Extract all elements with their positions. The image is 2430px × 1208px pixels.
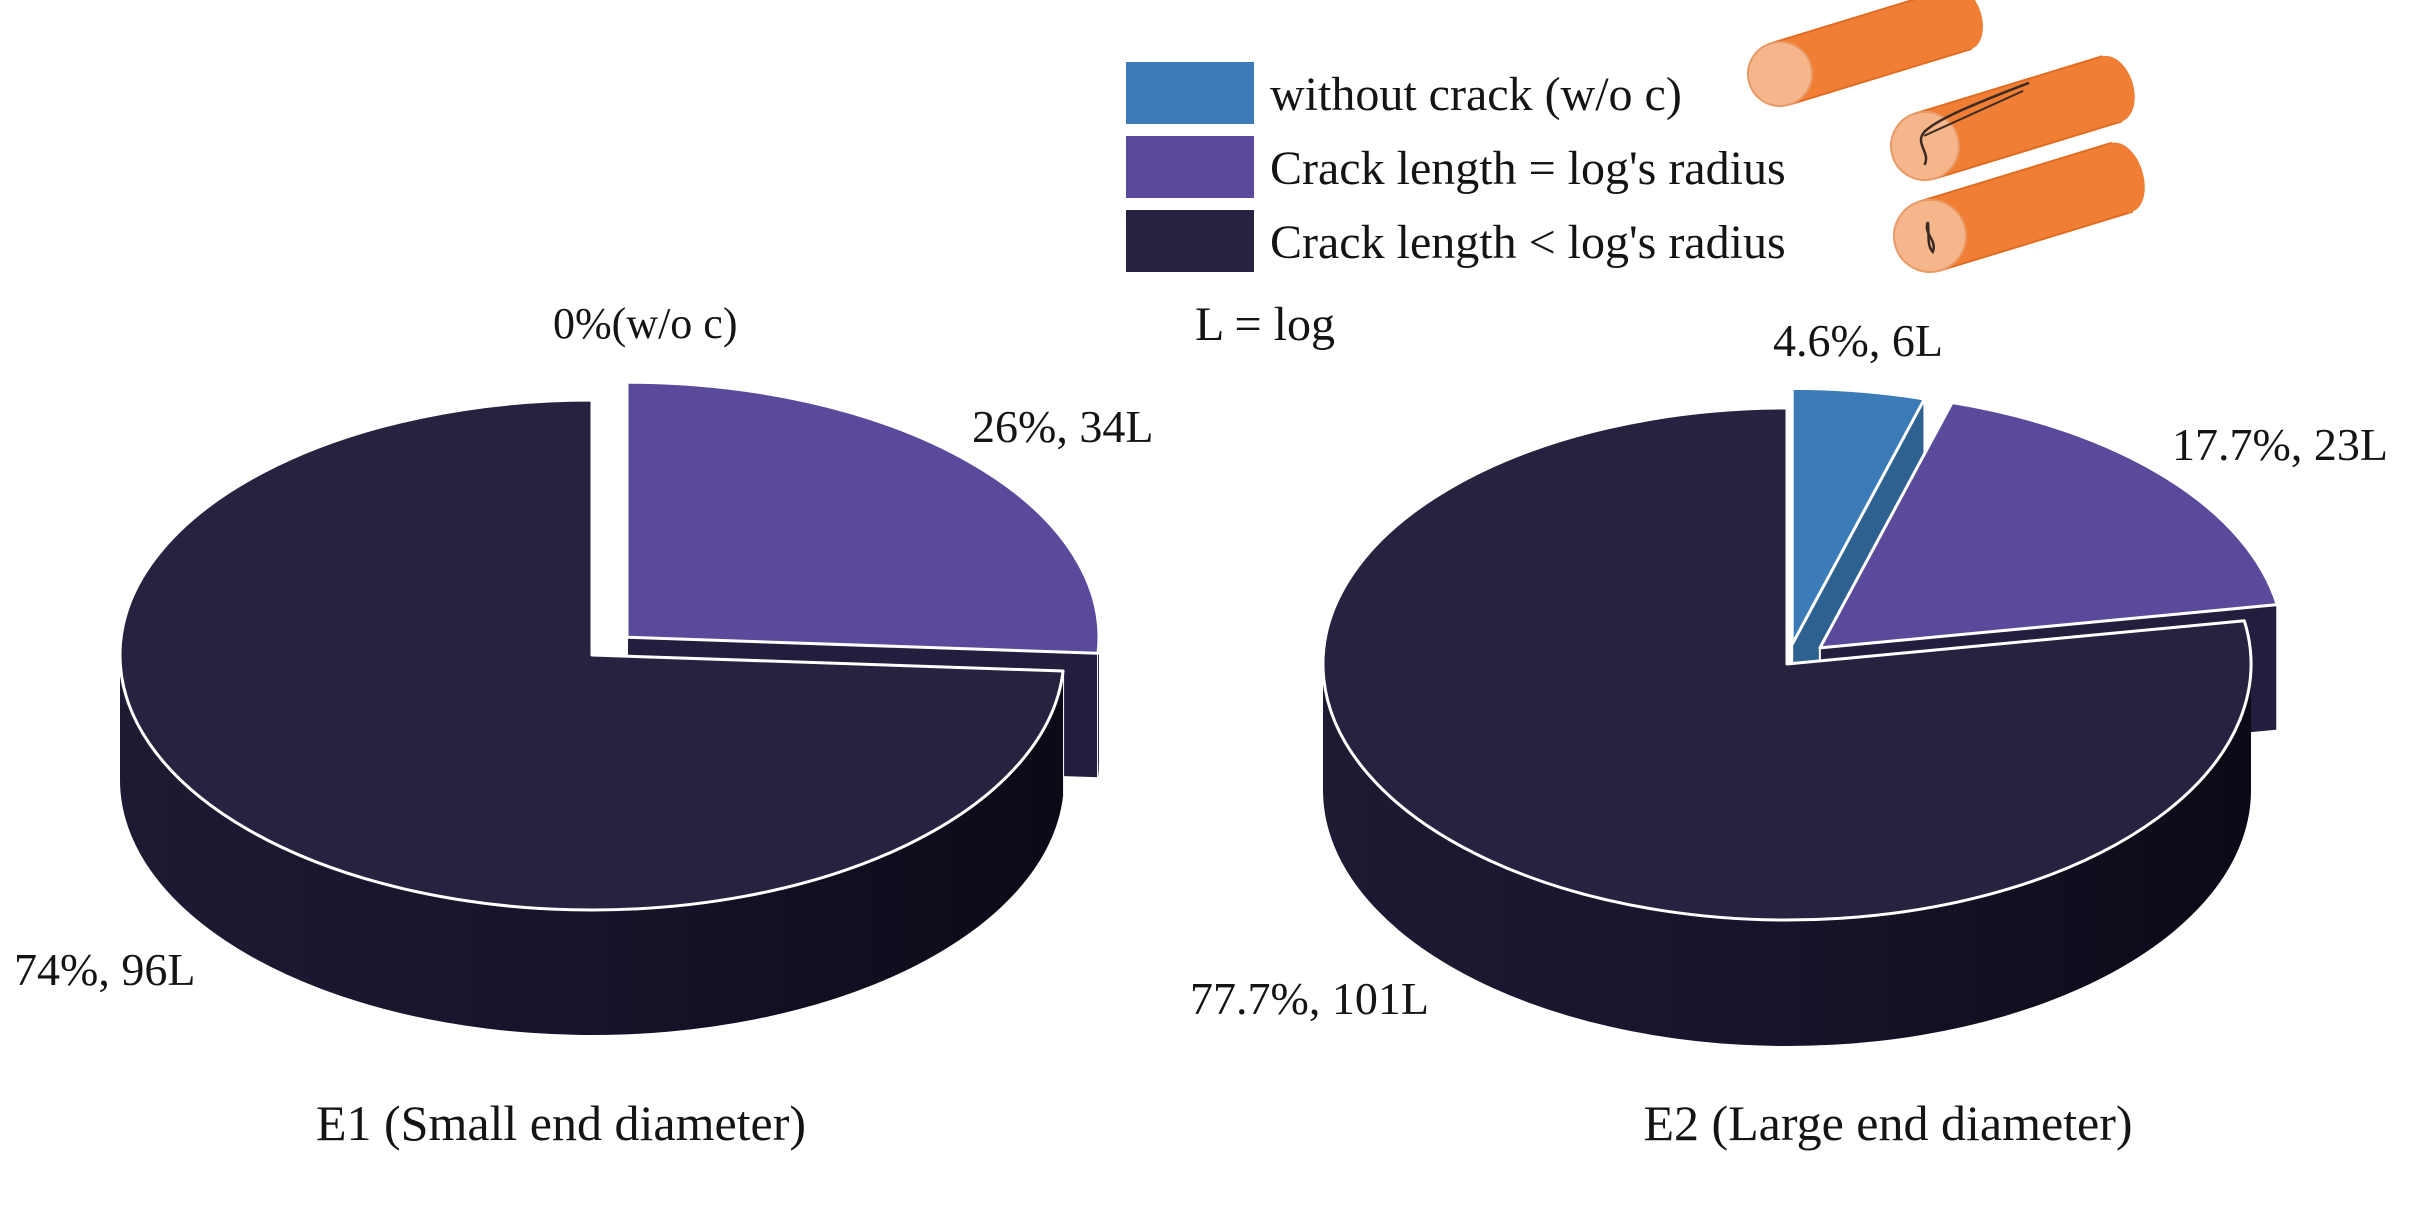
chart-title-e2: E2 (Large end diameter): [1643, 1095, 2132, 1151]
data-label-e2-long-crack: 17.7%, 23L: [2172, 419, 2388, 470]
legend-swatch-short-crack: [1126, 210, 1254, 272]
legend-swatch-long-crack: [1126, 136, 1254, 198]
slice-e2-short-crack: [1321, 406, 2253, 1046]
log-icon-short-crack: [1893, 141, 2145, 273]
legend-label-short-crack: Crack length < log's radius: [1270, 216, 1786, 269]
data-label-e1-no-crack: 0%(w/o c): [553, 299, 738, 348]
data-label-e2-no-crack: 4.6%, 6L: [1773, 315, 1943, 366]
log-icon-no-crack: [1747, 0, 1983, 107]
data-label-e1-short-crack: 74%, 96L: [14, 944, 195, 995]
data-label-e1-long-crack: 26%, 34L: [972, 401, 1153, 452]
legend-swatch-no-crack: [1126, 62, 1254, 124]
log-icon-long-crack: [1890, 55, 2135, 181]
legend: without crack (w/o c) Crack length = log…: [1126, 0, 2145, 351]
pie-chart-e1: [118, 380, 1101, 1035]
legend-label-long-crack: Crack length = log's radius: [1270, 142, 1786, 195]
chart-title-e1: E1 (Small end diameter): [316, 1095, 806, 1151]
legend-label-no-crack: without crack (w/o c): [1270, 68, 1682, 121]
legend-note: L = log: [1195, 298, 1335, 351]
data-label-e2-short-crack: 77.7%, 101L: [1190, 973, 1429, 1024]
pie-chart-e2: [1321, 386, 2279, 1046]
slice-e1-short-crack: [118, 398, 1065, 1035]
